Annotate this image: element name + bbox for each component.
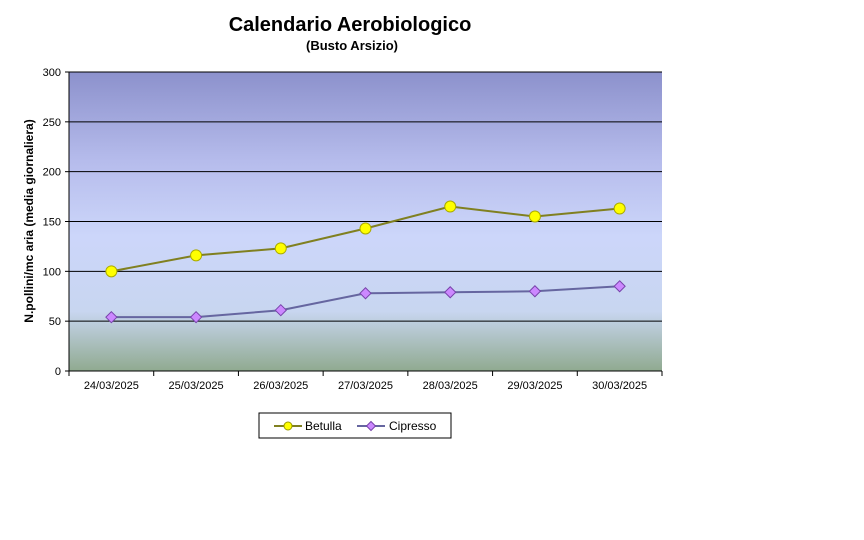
data-point-betulla (105, 265, 118, 278)
data-point-betulla (528, 210, 541, 223)
data-point-cipresso (105, 310, 118, 324)
chart-subtitle: (Busto Arsizio) (306, 38, 398, 53)
y-tick-label: 0 (55, 366, 61, 378)
y-tick-label: 200 (43, 167, 61, 179)
data-point-cipresso (613, 280, 626, 293)
legend-marker-betulla (283, 421, 293, 431)
legend-marker-cipresso (365, 420, 377, 432)
data-point-cipresso (274, 303, 287, 317)
y-tick-label: 100 (43, 266, 61, 278)
data-point-cipresso (359, 287, 372, 300)
data-point-cipresso (444, 286, 457, 299)
axes: 0 50 100 150 200 250 300 24/03/2025 25/03/2025 26… (43, 67, 663, 392)
data-point-cipresso (189, 310, 203, 324)
x-tick-label: 28/03/2025 (423, 380, 478, 392)
x-tick-label: 26/03/2025 (253, 380, 308, 392)
y-tick-label: 50 (49, 316, 61, 328)
data-point-betulla (359, 222, 372, 235)
data-point-betulla (444, 200, 457, 213)
data-point-betulla (613, 202, 626, 215)
y-axis-label: N.pollini/mc aria (media giornaliera) (22, 119, 36, 322)
chart-title: Calendario Aerobiologico (229, 14, 472, 36)
x-tick-label: 27/03/2025 (338, 380, 393, 392)
x-tick-label: 25/03/2025 (169, 380, 224, 392)
legend-label-betulla: Betulla (305, 419, 342, 433)
grid-lines (69, 71, 662, 322)
data-point-cipresso (528, 285, 542, 298)
x-tick-label: 24/03/2025 (84, 380, 139, 392)
y-tick-label: 250 (43, 117, 61, 129)
legend: Betulla Cipresso (258, 412, 452, 439)
x-tick-label: 30/03/2025 (592, 380, 647, 392)
x-tick-label: 29/03/2025 (507, 380, 562, 392)
y-tick-label: 150 (43, 217, 61, 229)
legend-label-cipresso: Cipresso (389, 419, 437, 433)
series-layer (105, 200, 626, 324)
data-point-betulla (274, 242, 287, 255)
y-tick-label: 300 (43, 67, 61, 79)
data-point-betulla (190, 249, 203, 262)
